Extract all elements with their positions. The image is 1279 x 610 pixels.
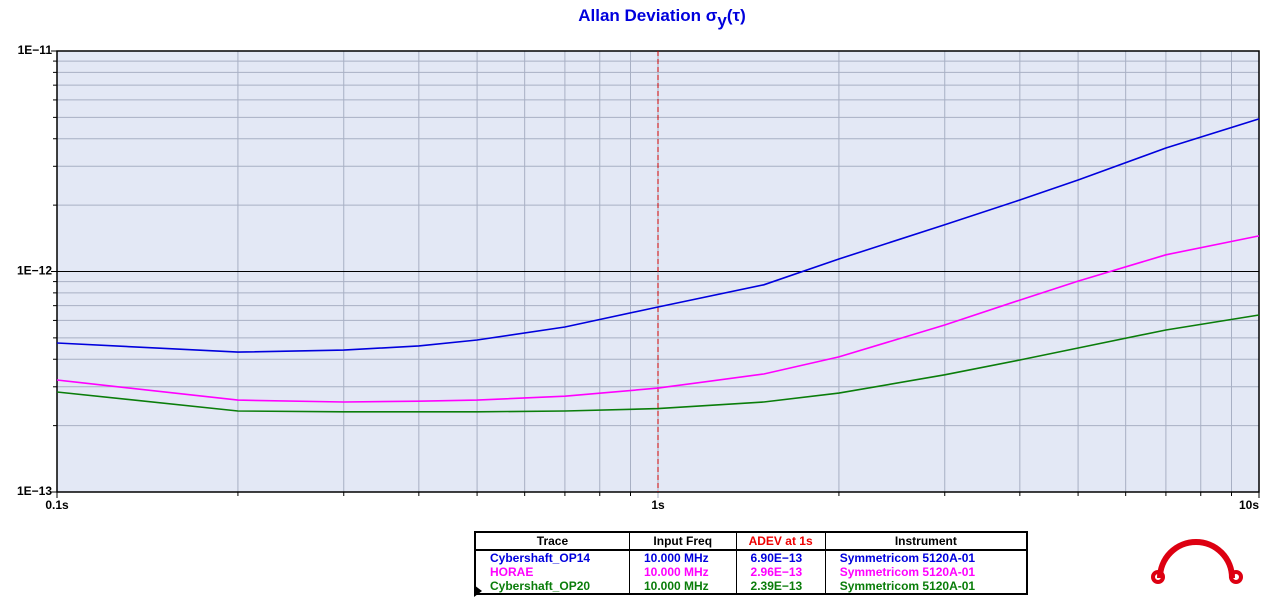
chart-title: Allan Deviation σy(τ) xyxy=(578,6,746,30)
table-cell: 2.96E−13 xyxy=(735,565,826,579)
logo-left xyxy=(1151,570,1165,584)
table-cell: Cybershaft_OP14 xyxy=(490,551,591,565)
table-row: Cybershaft_OP14 10.000 MHz 6.90E−13 Symmetr… xyxy=(475,550,1027,565)
table-cell: Cybershaft_OP20 xyxy=(490,579,591,593)
column-header: Instrument xyxy=(824,532,1027,551)
y-tick-label: 1E−12 xyxy=(17,264,52,278)
series-line xyxy=(56,235,1260,403)
column-header: Input Freq xyxy=(628,532,737,551)
table-row: Cybershaft_OP20 10.000 MHz 2.39E−13 Symmetr… xyxy=(475,579,1027,594)
x-tick-label: 0.1s xyxy=(45,498,69,512)
table-cell: 10.000 MHz xyxy=(628,579,737,594)
title-main: Allan Deviation σ xyxy=(578,6,718,25)
table-header: Trace Input Freq ADEV at 1s Instrument xyxy=(475,532,1027,551)
logo xyxy=(1151,539,1243,584)
table-cell: HORAE xyxy=(490,565,534,579)
title-subscript: y xyxy=(717,11,727,30)
x-tick-label: 10s xyxy=(1239,498,1259,512)
x-tick-label: 1s xyxy=(651,498,665,512)
y-tick-label: 1E−13 xyxy=(17,484,52,498)
table-cell: Symmetricom 5120A-01 xyxy=(824,579,1027,594)
legend-table: Trace Input Freq ADEV at 1s Instrument Cyber… xyxy=(474,531,1028,595)
table-cell: 10.000 MHz xyxy=(628,550,737,565)
table-cell: 6.90E−13 xyxy=(735,550,826,565)
series-line xyxy=(56,118,1260,353)
column-header: Trace xyxy=(475,532,630,551)
table-cell: 10.000 MHz xyxy=(628,565,737,579)
table-cell: 2.39E−13 xyxy=(735,579,826,594)
table-cell: Symmetricom 5120A-01 xyxy=(824,550,1027,565)
y-tick-label: 1E−11 xyxy=(18,43,53,57)
series-line xyxy=(56,314,1260,413)
logo-arc xyxy=(1157,539,1235,579)
title-suffix: (τ) xyxy=(727,6,746,25)
column-header: ADEV at 1s xyxy=(735,532,826,551)
logo-right xyxy=(1229,570,1243,584)
table-row: HORAE 10.000 MHz 2.96E−13 Symmetricom 5120A… xyxy=(475,565,1027,579)
table-cell: Symmetricom 5120A-01 xyxy=(824,565,1027,579)
